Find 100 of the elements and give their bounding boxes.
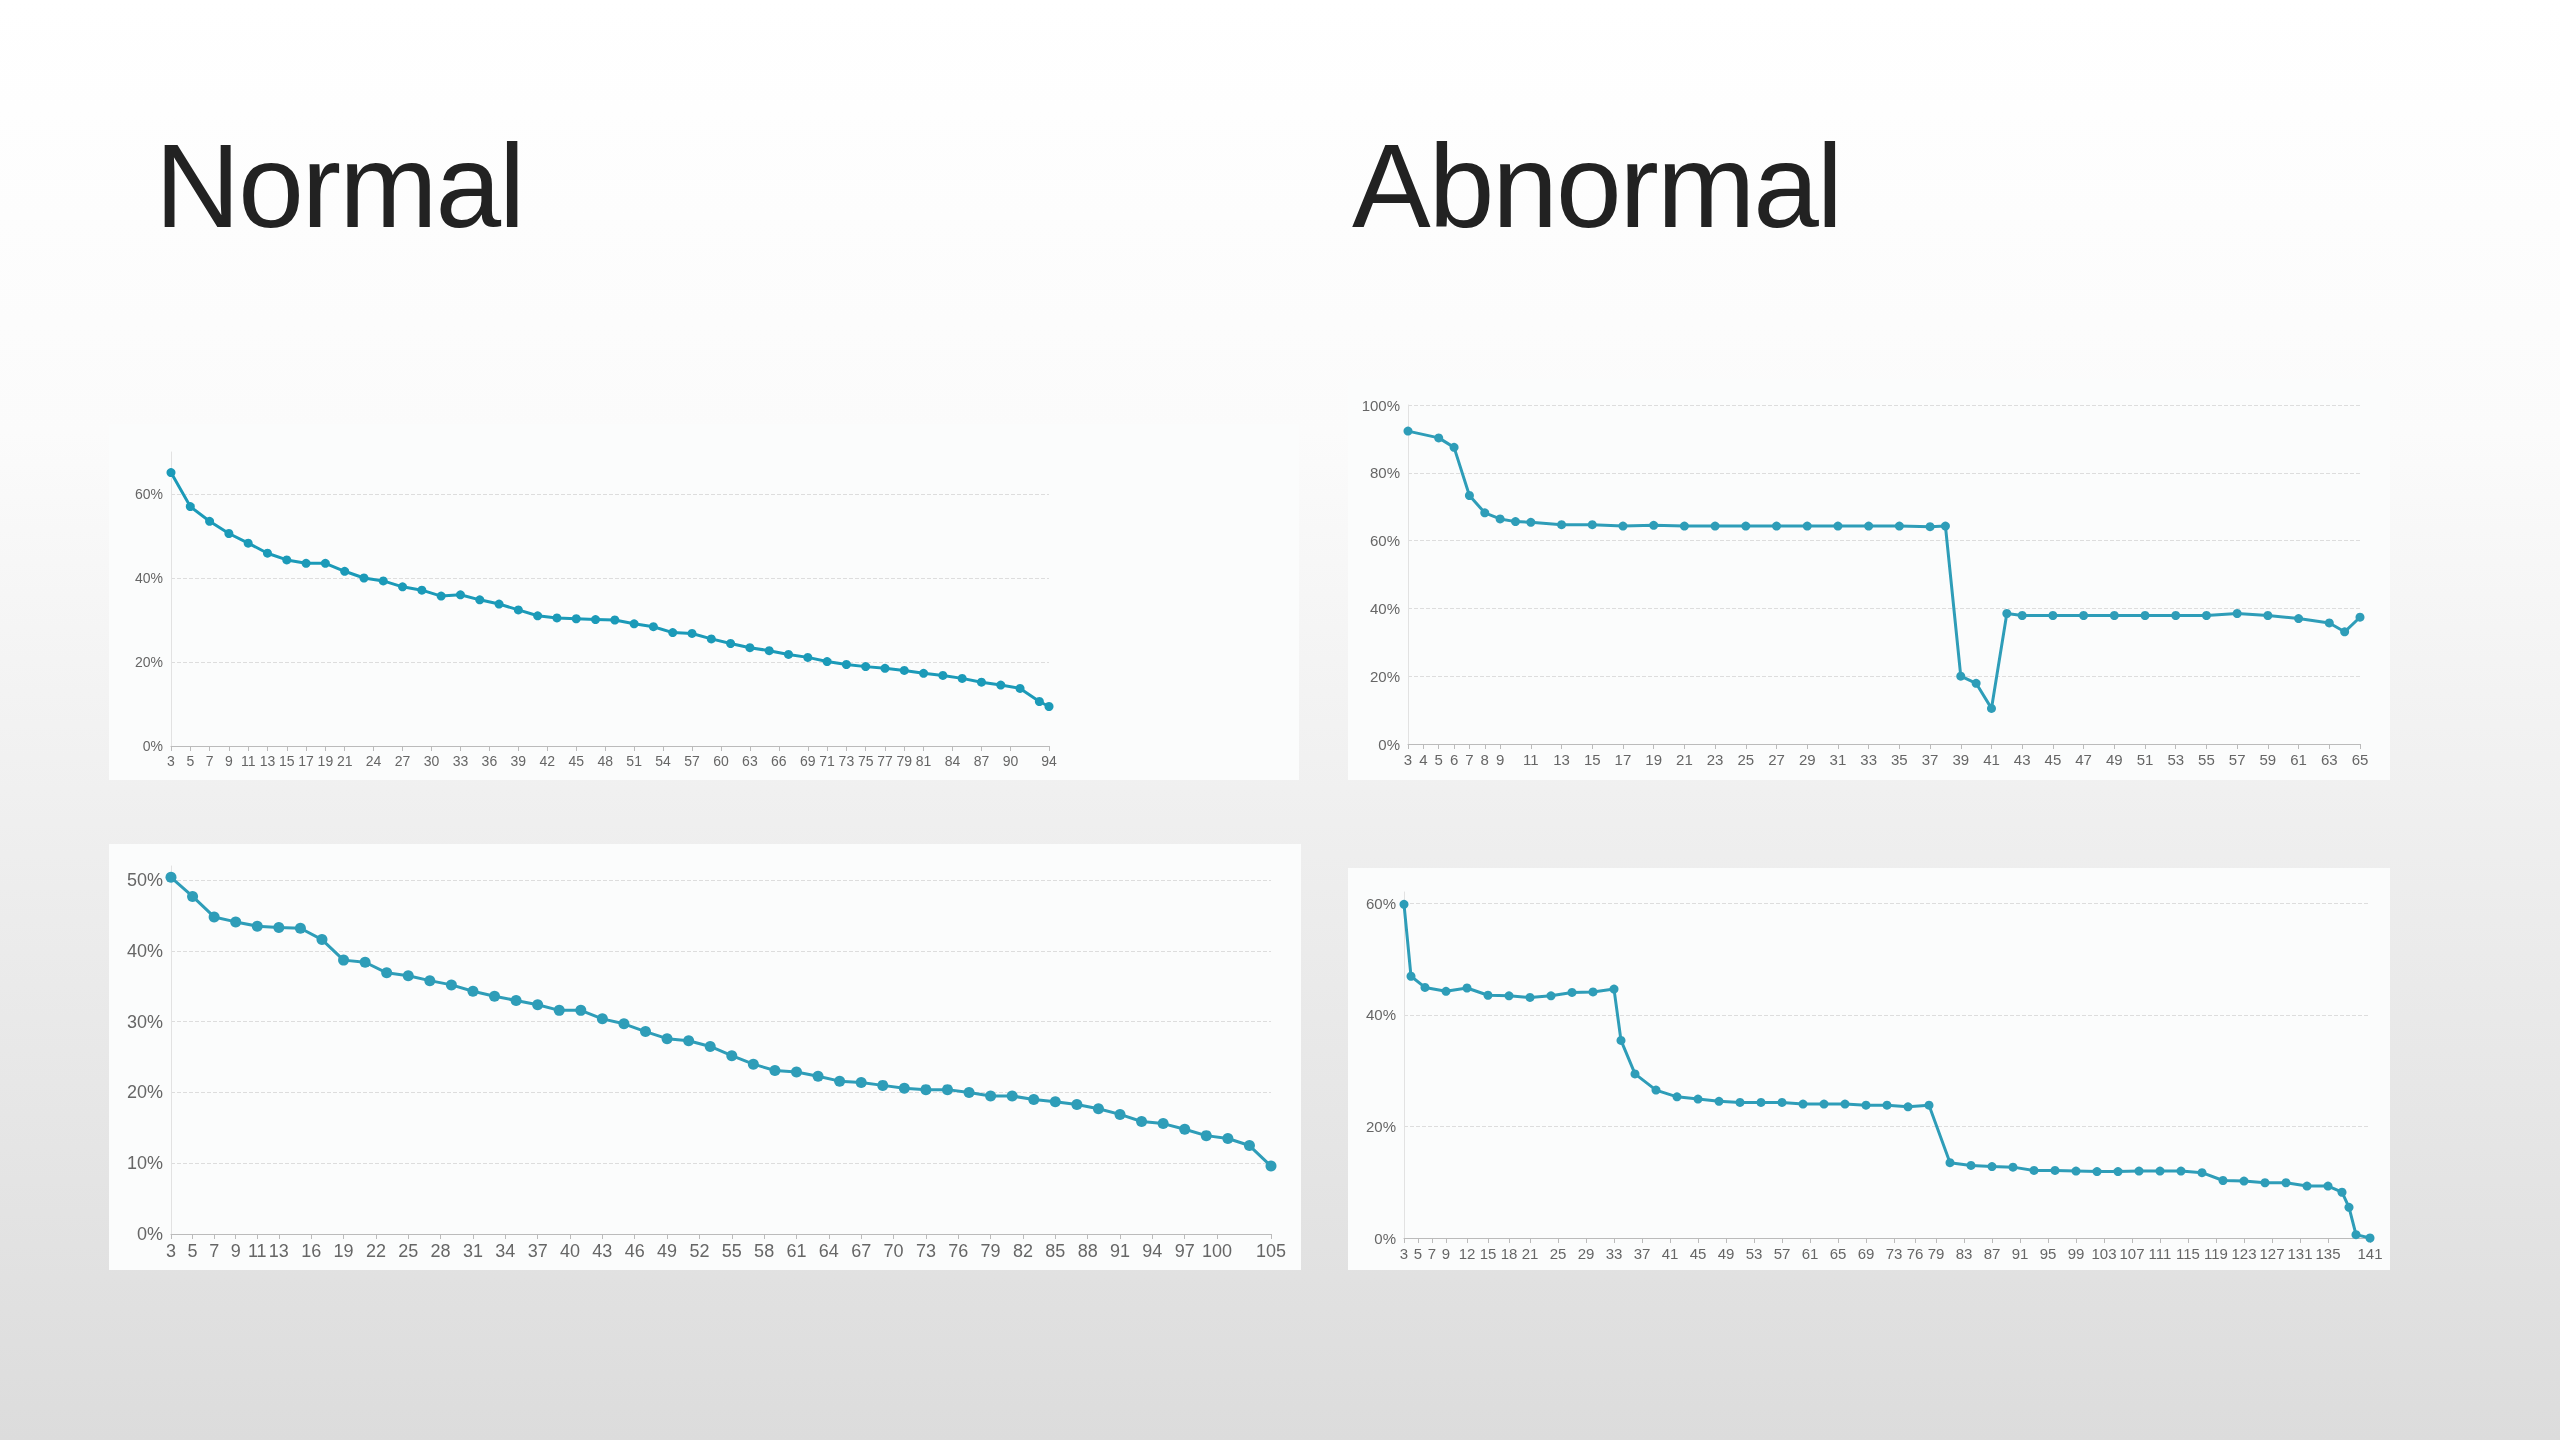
point <box>877 1079 889 1091</box>
point <box>640 1026 652 1038</box>
x-tick-label: 58 <box>754 1241 775 1261</box>
point <box>1243 1140 1255 1152</box>
point <box>764 646 774 656</box>
point <box>1679 521 1689 531</box>
x-tick-label: 45 <box>568 753 585 769</box>
point <box>1894 521 1904 531</box>
point <box>957 673 967 683</box>
x-tick-label: 85 <box>1045 1241 1066 1261</box>
x-tick-label: 79 <box>1927 1245 1945 1262</box>
point <box>1480 508 1490 518</box>
x-tick-label: 73 <box>838 753 855 769</box>
point <box>2171 611 2181 621</box>
x-tick-label: 33 <box>1605 1245 1623 1262</box>
point <box>1971 678 1981 688</box>
x-tick-label: 15 <box>1479 1245 1497 1262</box>
point <box>2344 1202 2354 1212</box>
x-tick-label: 31 <box>462 1241 483 1261</box>
point <box>2079 611 2089 621</box>
point <box>2109 611 2119 621</box>
point <box>841 660 851 670</box>
point <box>1504 991 1514 1001</box>
point <box>2008 1162 2018 1172</box>
point <box>340 566 350 576</box>
x-tick-label: 79 <box>980 1241 1001 1261</box>
x-tick-label: 51 <box>626 753 643 769</box>
point <box>2134 1166 2144 1176</box>
point <box>2176 1166 2186 1176</box>
point <box>424 975 436 987</box>
x-tick-label: 119 <box>2204 1245 2228 1262</box>
point <box>1987 1162 1997 1172</box>
point <box>1525 992 1535 1002</box>
point <box>359 573 369 583</box>
point <box>262 548 272 558</box>
point <box>1526 517 1536 527</box>
x-tick-label: 25 <box>1737 751 1755 768</box>
point <box>899 665 909 675</box>
point <box>294 922 306 934</box>
x-tick-label: 111 <box>2148 1245 2172 1262</box>
point <box>1200 1130 1212 1142</box>
x-tick-label: 57 <box>684 753 701 769</box>
y-tick-label: 0% <box>136 1224 163 1244</box>
x-tick-label: 9 <box>1441 1245 1451 1262</box>
point <box>1546 991 1556 1001</box>
point <box>1222 1132 1234 1144</box>
x-tick-label: 33 <box>452 753 469 769</box>
x-tick-label: 7 <box>1465 751 1474 768</box>
x-tick-label: 123 <box>2231 1245 2257 1262</box>
x-tick-label: 37 <box>527 1241 548 1261</box>
point <box>1819 1099 1829 1109</box>
point <box>187 890 199 902</box>
point <box>976 677 986 687</box>
x-tick-label: 21 <box>336 753 353 769</box>
x-tick-label: 13 <box>1553 751 1570 768</box>
point <box>1092 1103 1104 1115</box>
point <box>1557 520 1567 530</box>
x-tick-label: 51 <box>2136 751 2154 768</box>
x-tick-label: 131 <box>2287 1245 2313 1262</box>
point <box>436 591 446 601</box>
point <box>381 967 393 979</box>
point <box>2048 611 2058 621</box>
x-tick-label: 19 <box>317 753 334 769</box>
point <box>320 558 330 568</box>
point <box>629 619 639 629</box>
point <box>1798 1099 1808 1109</box>
point <box>208 911 220 923</box>
point <box>251 920 263 932</box>
point <box>417 585 427 595</box>
point <box>552 613 562 623</box>
point <box>398 582 408 592</box>
y-tick-label: 20% <box>126 1082 163 1103</box>
point <box>812 1070 824 1082</box>
x-tick-label: 54 <box>655 753 672 769</box>
x-tick-label: 49 <box>657 1241 678 1261</box>
x-tick-label: 3 <box>165 1241 177 1261</box>
x-tick-label: 5 <box>1413 1245 1423 1262</box>
x-tick-label: 61 <box>786 1241 807 1261</box>
y-tick-label: 20% <box>134 654 163 670</box>
x-tick-label: 61 <box>2290 751 2307 768</box>
y-tick-label: 0% <box>1378 735 1400 753</box>
x-tick-label: 45 <box>1689 1245 1707 1262</box>
point <box>1924 1100 1934 1110</box>
point <box>1403 426 1413 436</box>
point <box>745 643 755 653</box>
y-tick-label: 80% <box>1369 464 1400 482</box>
point <box>455 590 465 600</box>
point <box>1510 517 1520 527</box>
point <box>2140 611 2150 621</box>
point <box>1449 442 1459 452</box>
x-tick-label: 16 <box>301 1241 322 1261</box>
y-tick-label: 0% <box>142 738 163 754</box>
x-tick-label: 7 <box>1427 1245 1437 1262</box>
x-tick-label: 63 <box>742 753 758 769</box>
point <box>2017 611 2027 621</box>
point <box>1945 1158 1955 1168</box>
point <box>533 611 543 621</box>
point <box>610 615 620 625</box>
x-tick-label: 39 <box>510 753 527 769</box>
x-tick-label: 94 <box>1041 753 1057 769</box>
